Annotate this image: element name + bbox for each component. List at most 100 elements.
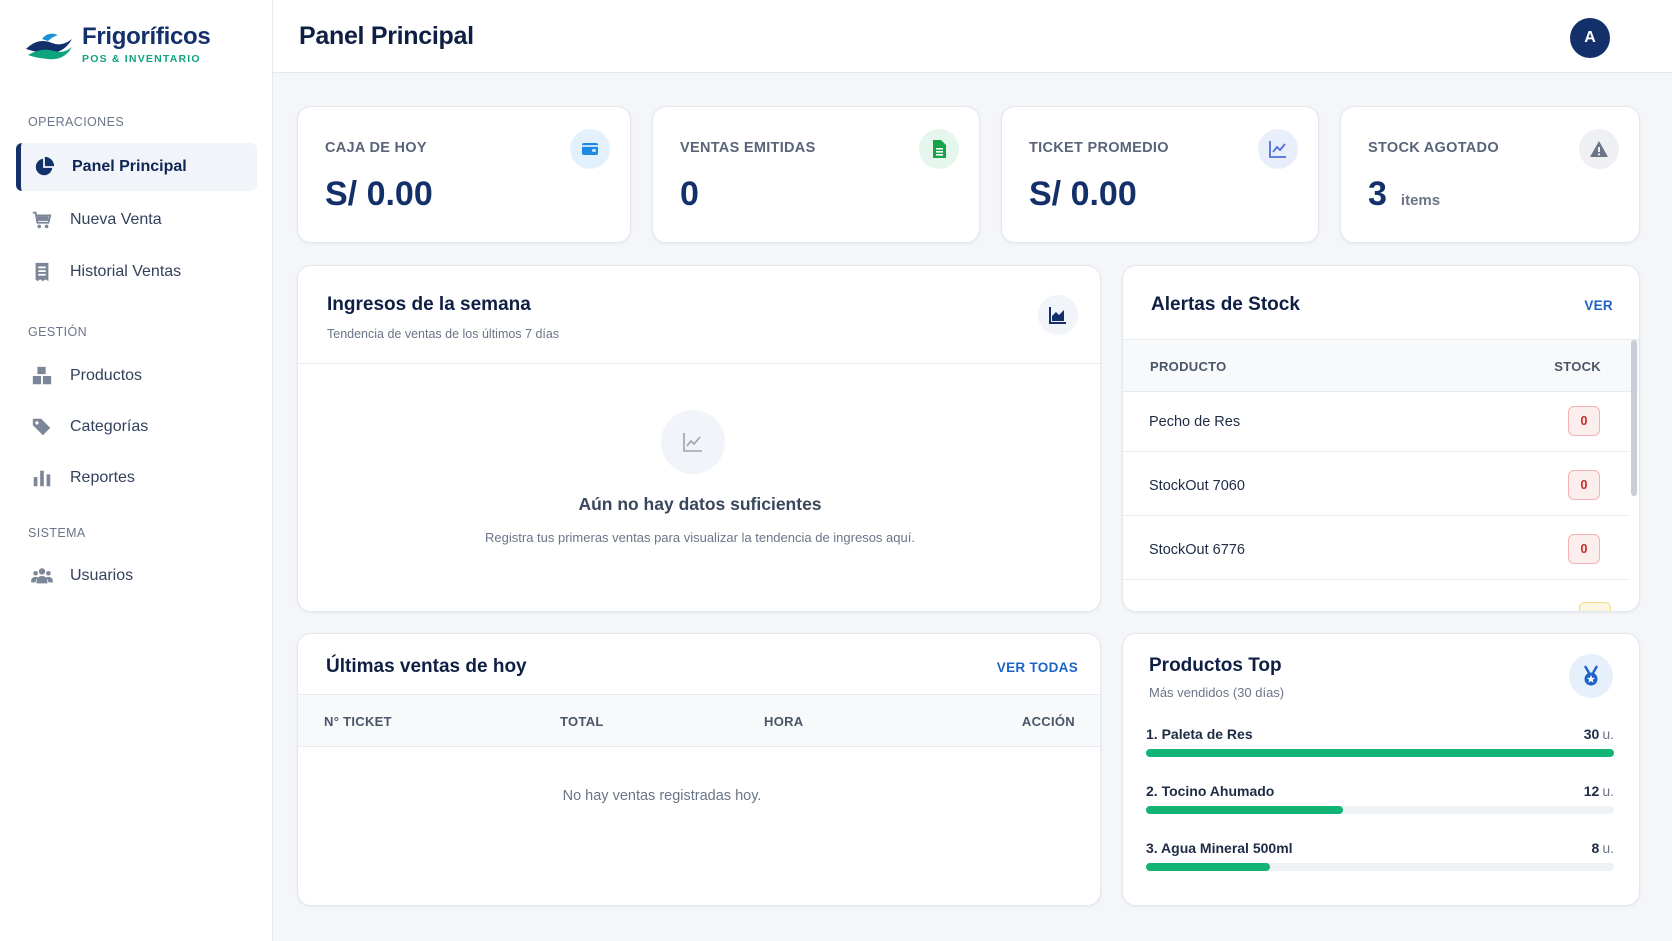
- stat-label: CAJA DE HOY: [325, 140, 427, 156]
- column-header-producto: PRODUCTO: [1150, 359, 1227, 374]
- product-name: StockOut 6776: [1149, 542, 1245, 558]
- user-avatar[interactable]: A: [1570, 18, 1610, 58]
- sidebar-item-label: Nueva Venta: [70, 211, 162, 228]
- column-header-hora: HORA: [764, 714, 804, 729]
- receipt-icon: [30, 260, 54, 284]
- warning-icon: [1579, 129, 1619, 169]
- column-header-ticket: N° TICKET: [324, 714, 392, 729]
- sidebar-item-nueva-venta[interactable]: Nueva Venta: [16, 196, 257, 244]
- nav-section-operaciones: OPERACIONES: [28, 115, 125, 129]
- sidebar-item-categorias[interactable]: Categorías: [16, 403, 257, 451]
- sidebar: Frigoríficos POS & INVENTARIO OPERACIONE…: [0, 0, 273, 941]
- stat-suffix: items: [1400, 192, 1441, 209]
- page-title: Panel Principal: [299, 22, 474, 50]
- stat-value: 3 items: [1368, 175, 1441, 213]
- nav-section-sistema: SISTEMA: [28, 526, 86, 540]
- document-icon: [919, 129, 959, 169]
- stat-value: 0: [680, 175, 699, 213]
- stock-badge: 0: [1568, 534, 1600, 564]
- brand-title: Frigoríficos: [82, 23, 211, 50]
- sidebar-item-historial-ventas[interactable]: Historial Ventas: [16, 248, 257, 296]
- stat-value: S/ 0.00: [1029, 175, 1137, 213]
- progress-fill: [1146, 806, 1343, 814]
- progress-track: [1146, 806, 1614, 814]
- card-subtitle: Tendencia de ventas de los últimos 7 día…: [327, 327, 560, 341]
- sidebar-item-label: Reportes: [70, 469, 135, 486]
- top-product-qty: 8 u.: [1591, 840, 1614, 856]
- stat-card-caja-hoy: CAJA DE HOY S/ 0.00: [297, 106, 631, 243]
- ver-todas-link[interactable]: VER TODAS: [996, 660, 1078, 675]
- card-title: Ingresos de la semana: [327, 294, 531, 315]
- top-header: Panel Principal A: [273, 0, 1672, 73]
- card-title: Productos Top: [1149, 655, 1282, 676]
- stat-label: VENTAS EMITIDAS: [680, 140, 816, 156]
- top-product-qty: 30 u.: [1583, 726, 1614, 742]
- progress-fill: [1146, 863, 1271, 871]
- sidebar-item-panel-principal[interactable]: Panel Principal: [16, 143, 257, 191]
- stat-card-ventas-emitidas: VENTAS EMITIDAS 0: [652, 106, 980, 243]
- sidebar-item-reportes[interactable]: Reportes: [16, 454, 257, 502]
- card-subtitle: Más vendidos (30 días): [1149, 685, 1285, 700]
- product-name: StockOut 7060: [1149, 478, 1245, 494]
- sidebar-item-label: Categorías: [70, 418, 149, 435]
- stock-badge: 0: [1568, 406, 1600, 436]
- sidebar-item-productos[interactable]: Productos: [16, 352, 257, 400]
- empty-sales-text: No hay ventas registradas hoy.: [562, 788, 762, 804]
- sidebar-item-label: Productos: [70, 367, 143, 384]
- boxes-icon: [30, 364, 54, 388]
- empty-state-title: Aún no hay datos suficientes: [578, 494, 822, 514]
- pie-chart-icon: [32, 155, 56, 179]
- sidebar-item-label: Historial Ventas: [70, 263, 182, 280]
- stock-badge: 0: [1568, 470, 1600, 500]
- column-header-total: TOTAL: [560, 714, 604, 729]
- stock-badge-partial: [1579, 602, 1611, 611]
- stat-label: STOCK AGOTADO: [1368, 140, 1499, 156]
- recent-sales-card: Últimas ventas de hoy VER TODAS N° TICKE…: [297, 633, 1101, 906]
- stock-alerts-card: Alertas de Stock VER PRODUCTO STOCK Pech…: [1122, 265, 1640, 612]
- empty-state-text: Registra tus primeras ventas para visual…: [485, 530, 915, 545]
- wave-fish-logo-icon: [26, 33, 72, 59]
- table-row[interactable]: Pecho de Res 0: [1123, 392, 1628, 452]
- table-row[interactable]: StockOut 6776 0: [1123, 520, 1628, 580]
- sidebar-item-label: Panel Principal: [72, 158, 187, 175]
- divider: [1123, 339, 1639, 340]
- progress-fill: [1146, 749, 1614, 757]
- empty-chart-icon: [661, 410, 725, 474]
- medal-icon: [1569, 654, 1613, 698]
- top-product-qty: 12 u.: [1583, 783, 1614, 799]
- stat-value: S/ 0.00: [325, 175, 433, 213]
- divider: [298, 363, 1100, 364]
- stat-card-stock-agotado: STOCK AGOTADO 3 items: [1340, 106, 1640, 243]
- card-title: Últimas ventas de hoy: [326, 656, 527, 677]
- area-chart-icon[interactable]: [1038, 295, 1078, 335]
- cart-icon: [30, 208, 54, 232]
- sidebar-item-usuarios[interactable]: Usuarios: [16, 552, 257, 600]
- top-product-name: 1. Paleta de Res: [1146, 726, 1253, 742]
- stat-label: TICKET PROMEDIO: [1029, 140, 1169, 156]
- top-products-card: Productos Top Más vendidos (30 días) 1. …: [1122, 633, 1640, 906]
- progress-track: [1146, 863, 1614, 871]
- wallet-icon: [570, 129, 610, 169]
- tags-icon: [30, 415, 54, 439]
- stat-card-ticket-promedio: TICKET PROMEDIO S/ 0.00: [1001, 106, 1319, 243]
- table-row[interactable]: StockOut 7060 0: [1123, 456, 1628, 516]
- bar-chart-icon: [30, 466, 54, 490]
- column-header-stock: STOCK: [1554, 359, 1601, 374]
- brand-subtitle: POS & INVENTARIO: [82, 53, 201, 65]
- users-icon: [30, 564, 54, 588]
- progress-track: [1146, 749, 1614, 757]
- top-product-name: 2. Tocino Ahumado: [1146, 783, 1275, 799]
- line-chart-icon: [1258, 129, 1298, 169]
- table-header: PRODUCTO STOCK: [1123, 340, 1639, 392]
- top-product-name: 3. Agua Mineral 500ml: [1146, 840, 1293, 856]
- ver-alerts-link[interactable]: VER: [1584, 298, 1613, 313]
- scrollbar-thumb[interactable]: [1631, 340, 1637, 496]
- brand-logo[interactable]: Frigoríficos POS & INVENTARIO: [24, 23, 211, 65]
- weekly-income-card: Ingresos de la semana Tendencia de venta…: [297, 265, 1101, 612]
- table-header: N° TICKET TOTAL HORA ACCIÓN: [298, 695, 1100, 747]
- column-header-accion: ACCIÓN: [1021, 714, 1075, 729]
- divider: [298, 694, 1100, 695]
- sidebar-item-label: Usuarios: [70, 567, 134, 584]
- nav-section-gestion: GESTIÓN: [28, 325, 88, 339]
- card-title: Alertas de Stock: [1151, 294, 1300, 315]
